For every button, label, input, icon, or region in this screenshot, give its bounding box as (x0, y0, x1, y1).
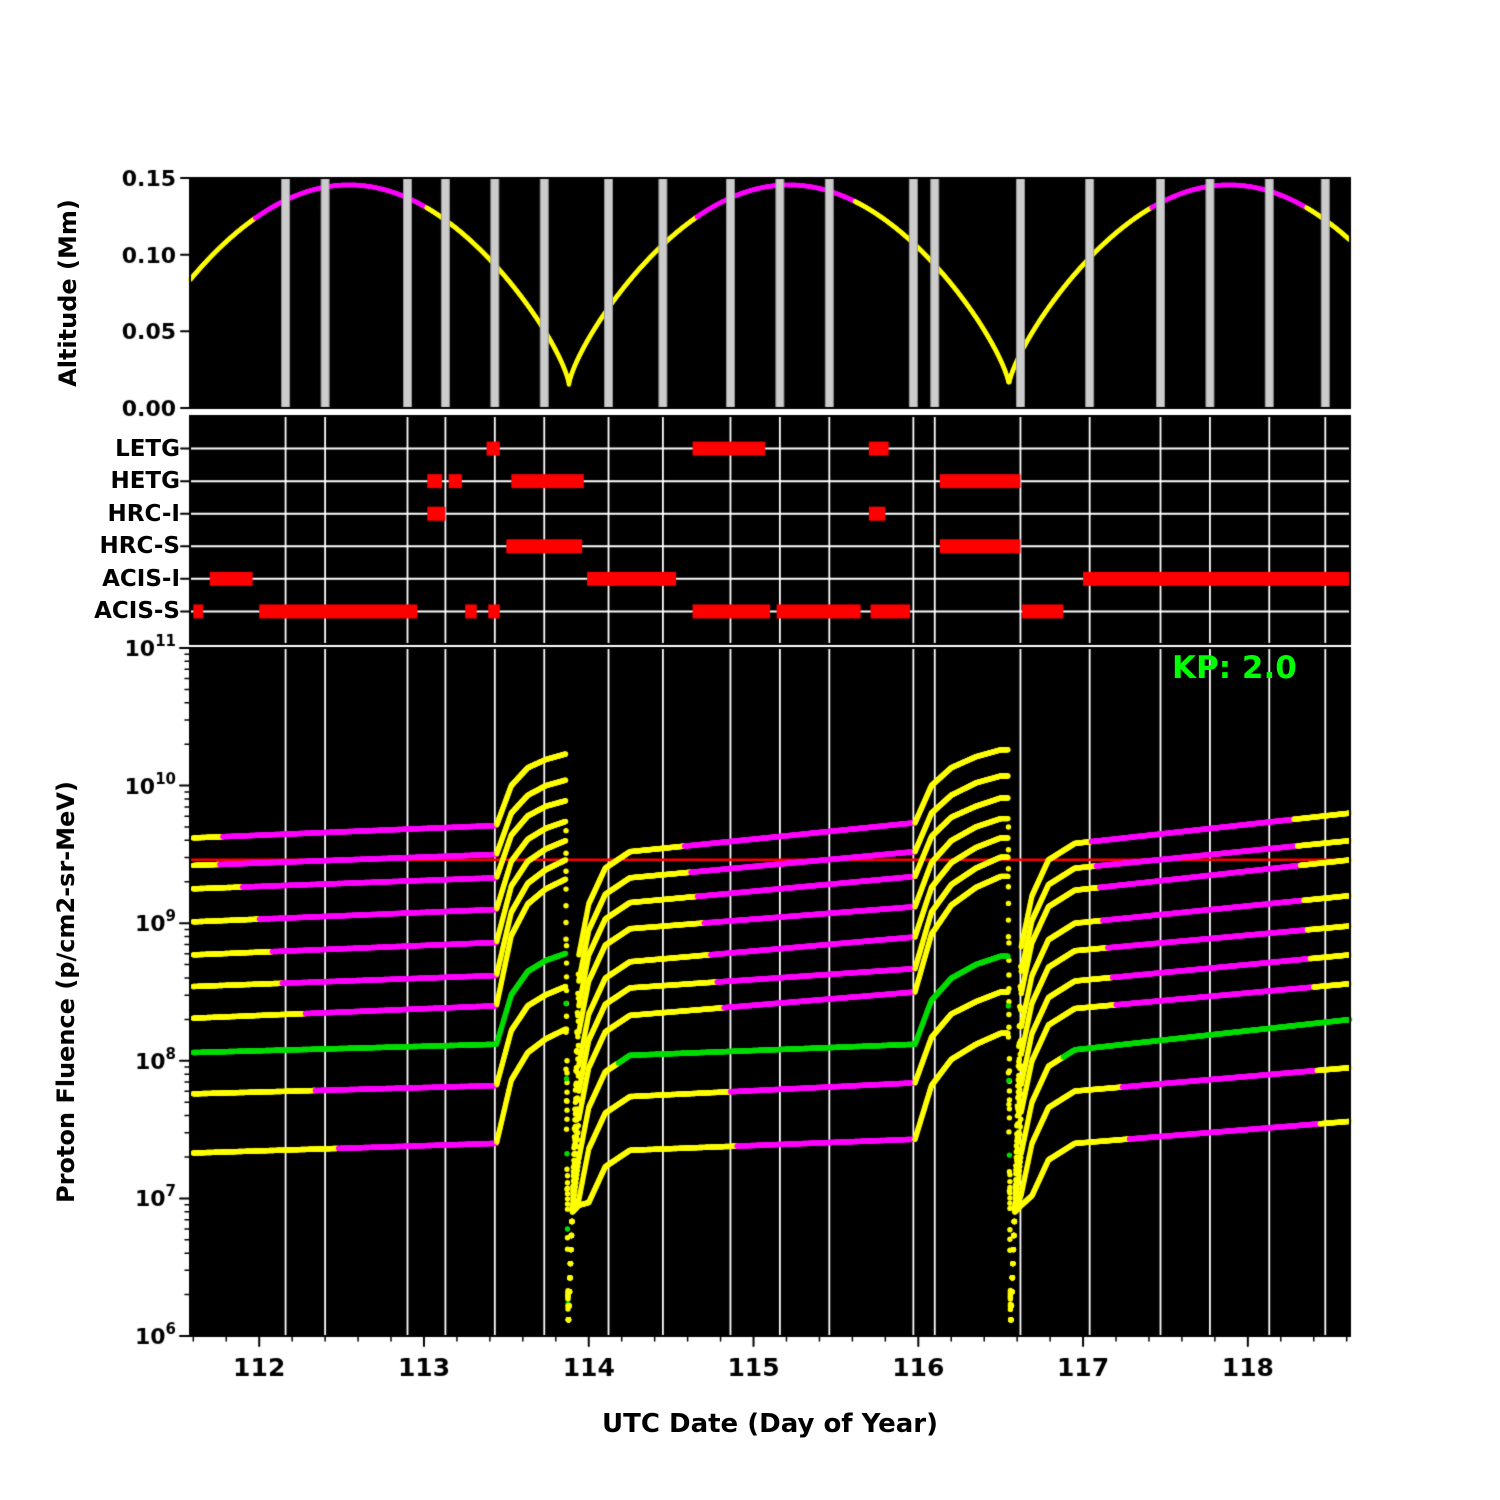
instrument-row-label-hetg: HETG (110, 468, 180, 495)
x-axis-label: UTC Date (Day of Year) (602, 1409, 938, 1439)
fluence-y-axis-label: Proton Fluence (p/cm2-sr-MeV) (52, 781, 80, 1203)
instrument-row-label-hrc-i: HRC-I (107, 500, 180, 527)
instrument-row-label-letg: LETG (115, 435, 180, 462)
altitude-y-axis-label: Altitude (Mm) (54, 199, 82, 387)
kp-label: KP: 2.0 (1172, 650, 1297, 686)
instrument-row-label-acis-i: ACIS-I (102, 565, 180, 592)
instrument-row-label-hrc-s: HRC-S (99, 533, 180, 560)
instrument-row-label-acis-s: ACIS-S (94, 598, 180, 625)
